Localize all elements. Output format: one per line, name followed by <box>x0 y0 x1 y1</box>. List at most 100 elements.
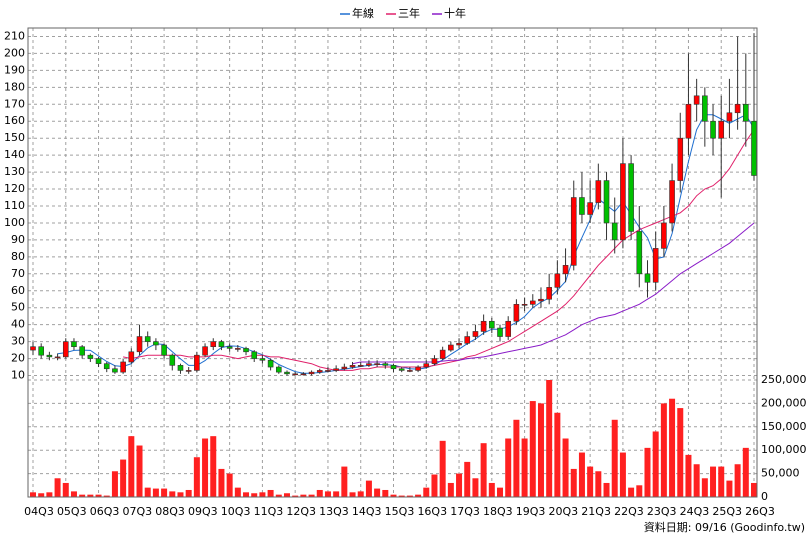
candle-body <box>71 341 77 348</box>
candle-body <box>169 354 176 366</box>
x-tick-label: 19Q3 <box>516 505 546 518</box>
candle-body <box>456 343 462 346</box>
volume-bar <box>128 436 135 497</box>
volume-bar <box>415 494 422 497</box>
y-tick-label: 130 <box>4 165 25 178</box>
volume-bar <box>677 408 684 497</box>
plot-frame <box>27 27 758 498</box>
candle-body <box>743 103 749 122</box>
x-tick-label: 24Q3 <box>680 505 710 518</box>
candle-body <box>480 320 487 332</box>
candle-body <box>54 356 61 359</box>
candle-body <box>677 137 684 181</box>
candle-body <box>112 368 118 373</box>
candle-body <box>718 120 725 139</box>
volume-bar <box>718 466 725 497</box>
y-tick-label: 70 <box>11 267 25 280</box>
x-tick-label: 21Q3 <box>581 505 611 518</box>
y-tick-label: 200 <box>4 46 25 59</box>
candle-body <box>644 273 651 283</box>
candle-body <box>448 344 454 351</box>
volume-bar <box>398 495 405 497</box>
volume-bar <box>218 468 225 497</box>
x-tick-label: 14Q3 <box>352 505 382 518</box>
candle-body <box>628 163 634 232</box>
volume-bar <box>210 436 217 497</box>
candle-body <box>603 180 610 224</box>
volume-bar <box>87 494 94 497</box>
volume-bar <box>505 438 512 497</box>
volume-bar <box>185 489 192 497</box>
legend-label: 三年 <box>398 6 420 20</box>
candle-body <box>46 354 53 358</box>
candle-body <box>431 358 438 364</box>
volume-bar <box>685 454 692 497</box>
y-tick-label: 160 <box>4 114 25 127</box>
volume-bar <box>251 493 258 497</box>
candle-body <box>423 363 430 368</box>
y-tick-label: 50 <box>11 301 25 314</box>
y-tick-label: 210 <box>4 29 25 42</box>
y-tick-label: 80 <box>11 250 25 263</box>
x-tick-label: 13Q3 <box>319 505 349 518</box>
volume-bar <box>324 491 331 497</box>
x-tick-label: 23Q3 <box>647 505 677 518</box>
volume-bar <box>611 419 618 497</box>
candle-body <box>218 341 225 348</box>
candle-body <box>562 265 569 275</box>
candle-body <box>177 365 184 371</box>
y-tick-label: 20 <box>11 352 25 365</box>
candle-body <box>710 120 716 139</box>
y2-tick-label: 250,000 <box>761 373 807 386</box>
volume-bar <box>341 466 348 497</box>
volume-bar <box>152 488 159 497</box>
volume-bar <box>472 478 479 497</box>
volume-bar <box>79 494 86 497</box>
candle-body <box>521 304 528 306</box>
volume-bar <box>161 488 168 497</box>
candle-body <box>472 331 479 337</box>
legend-label: 年線 <box>352 6 374 20</box>
volume-bar <box>333 491 340 497</box>
candle-body <box>652 248 659 283</box>
volume-bar <box>406 495 413 497</box>
candle-body <box>185 370 192 372</box>
volume-bar <box>693 464 700 497</box>
volume-bar <box>562 438 569 497</box>
volume-bar <box>652 431 659 497</box>
candle-body <box>251 351 258 359</box>
candle-body <box>587 202 593 215</box>
y-tick-label: 90 <box>11 233 25 246</box>
x-tick-label: 20Q3 <box>549 505 579 518</box>
candle-body <box>341 366 348 370</box>
volume-bar <box>636 485 643 497</box>
candle-body <box>382 363 389 366</box>
candle-body <box>538 298 544 302</box>
volume-bar <box>587 466 594 497</box>
volume-bar <box>226 473 233 497</box>
candle-body <box>30 346 36 351</box>
volume-bar <box>628 487 635 497</box>
ma-line <box>352 222 755 365</box>
y-tick-label: 60 <box>11 284 25 297</box>
y-tick-label: 100 <box>4 216 25 229</box>
volume-bar <box>136 445 143 497</box>
candle-body <box>275 366 282 373</box>
volume-bar <box>669 398 676 497</box>
candle-body <box>554 273 561 288</box>
volume-bar <box>202 438 209 497</box>
x-tick-label: 08Q3 <box>155 505 185 518</box>
volume-bar <box>480 443 487 497</box>
candle-body <box>333 368 339 371</box>
candle-body <box>415 366 421 371</box>
x-tick-label: 25Q3 <box>712 505 742 518</box>
candle-body <box>357 365 364 367</box>
volume-bar <box>464 461 471 497</box>
candle-body <box>398 368 405 371</box>
volume-bar <box>390 494 397 497</box>
candle-body <box>292 373 298 376</box>
volume-bar <box>570 468 577 497</box>
candle-body <box>669 180 675 224</box>
volume-bar <box>488 482 495 497</box>
volume-bar <box>742 447 749 497</box>
